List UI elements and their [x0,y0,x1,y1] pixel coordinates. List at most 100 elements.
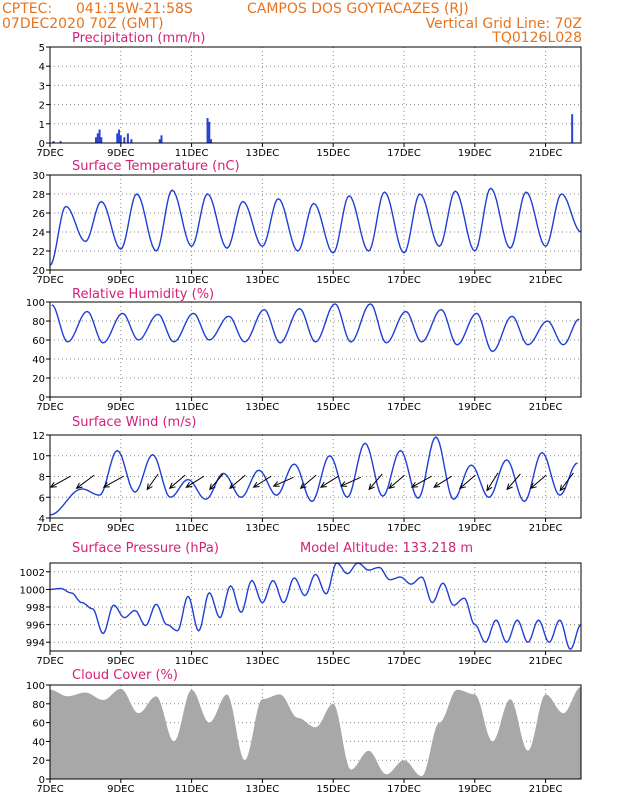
wind-vector [388,474,405,489]
y-tick-label: 8 [39,473,45,484]
x-tick-label: 11DEC [175,275,209,286]
x-tick-label: 21DEC [529,784,563,795]
wind-vector-head [168,482,176,490]
wind-vector [506,473,521,490]
x-tick-label: 19DEC [458,523,492,534]
x-tick-label: 13DEC [246,275,280,286]
x-tick-label: 7DEC [36,148,63,159]
panel-frame [49,46,582,144]
y-tick-label: 80 [32,700,45,711]
x-tick-label: 13DEC [246,784,280,795]
x-tick-label: 15DEC [316,148,350,159]
x-tick-label: 15DEC [316,656,350,667]
y-tick-label: 40 [32,737,45,748]
wind-vector-head [388,482,396,490]
panel-pres: 994 996 998 1000 1002 7DEC 9DEC 11DEC 13DEC 15DEC… [20,541,582,667]
wind-vector [559,472,574,491]
x-tick-label: 15DEC [316,402,350,413]
y-tick-label: 28 [32,190,45,201]
x-tick-label: 21DEC [529,148,563,159]
precip-bar [116,133,119,143]
x-tick-label: 13DEC [246,656,280,667]
x-tick-label: 11DEC [175,402,209,413]
x-tick-label: 7DEC [36,656,63,667]
wind-vector [169,474,186,489]
x-tick-label: 19DEC [458,656,492,667]
y-tick-label: 100 [26,298,45,309]
wind-vector-head [433,481,441,488]
wind-vector-head [299,482,307,490]
x-tick-label: 15DEC [316,784,350,795]
x-tick-label: 11DEC [175,523,209,534]
y-tick-label: 10 [32,452,45,463]
x-tick-label: 7DEC [36,784,63,795]
x-tick-label: 17DEC [387,402,421,413]
wind-vector-head [486,484,493,492]
y-tick-label: 20 [32,374,45,385]
y-tick-label: 4 [39,514,45,525]
wind-vector [253,475,272,488]
panel-frame [49,174,582,271]
wind-vector [411,475,432,488]
y-tick-label: 0 [39,393,45,404]
panel-title: Relative Humidity (%) [72,287,214,302]
cloud-area [50,686,581,779]
y-tick-label: 24 [32,228,45,239]
wind-vector [320,475,339,488]
header-source: CPTEC: [2,1,52,17]
y-tick-label: 60 [32,719,45,730]
precip-bar [208,121,211,143]
x-tick-label: 15DEC [316,275,350,286]
wind-vector [300,474,317,489]
header: CPTEC: 041:15W-21:58S CAMPOS DOS GOYTACA… [2,1,582,46]
precip-bar [123,137,126,143]
x-tick-label: 17DEC [387,656,421,667]
x-tick-label: 17DEC [387,148,421,159]
x-tick-label: 19DEC [458,148,492,159]
wind-vector [186,475,205,488]
panel-temp: 20 22 24 26 28 30 7DEC 9DEC 11DEC 13DEC 15DEC 17DEC… [32,159,582,286]
panel-title-extra: Model Altitude: 133.218 m [300,541,473,556]
precip-bar [100,137,103,143]
x-tick-label: 9DEC [107,784,134,795]
precip-bar [59,141,62,143]
header-model: TQ0126L028 [491,30,582,46]
series-line [49,436,578,516]
panel-cloud: 0 20 40 60 80 100 7DEC 9DEC 11DEC 13DEC 15DEC 17DEC… [26,668,582,795]
wind-vector [209,473,224,490]
wind-vector-head [252,481,260,488]
x-tick-label: 7DEC [36,523,63,534]
y-tick-label: 60 [32,336,45,347]
series-line [50,562,582,651]
y-tick-label: 996 [26,621,45,632]
wind-vector [433,475,453,488]
x-tick-label: 17DEC [387,275,421,286]
x-tick-label: 13DEC [246,148,280,159]
precip-bar [158,139,161,143]
wind-vector-head [102,482,110,488]
wind-vector-head [339,481,348,487]
y-tick-label: 994 [26,638,45,649]
wind-vector-head [146,483,153,491]
y-tick-label: 20 [32,266,45,277]
series-line [49,187,582,266]
x-tick-label: 21DEC [529,523,563,534]
wind-vector-head [459,482,466,490]
y-tick-label: 22 [32,247,45,258]
panel-frame [49,301,582,398]
x-tick-label: 9DEC [107,402,134,413]
precip-bar [118,129,121,143]
y-tick-label: 998 [26,603,45,614]
wind-vector [530,474,547,489]
header-coordinates: 041:15W-21:58S [76,1,193,17]
y-tick-label: 26 [32,209,45,220]
panel-wind: 4 6 8 10 12 7DEC 9DEC 11DEC 13DEC 15DEC 17DEC 19DEC… [32,415,582,534]
y-tick-label: 0 [39,139,45,150]
y-tick-label: 1002 [20,568,45,579]
panel-frame [49,562,582,652]
x-tick-label: 21DEC [529,275,563,286]
y-tick-label: 0 [39,775,45,786]
x-tick-label: 19DEC [458,275,492,286]
precip-bar [126,133,129,143]
